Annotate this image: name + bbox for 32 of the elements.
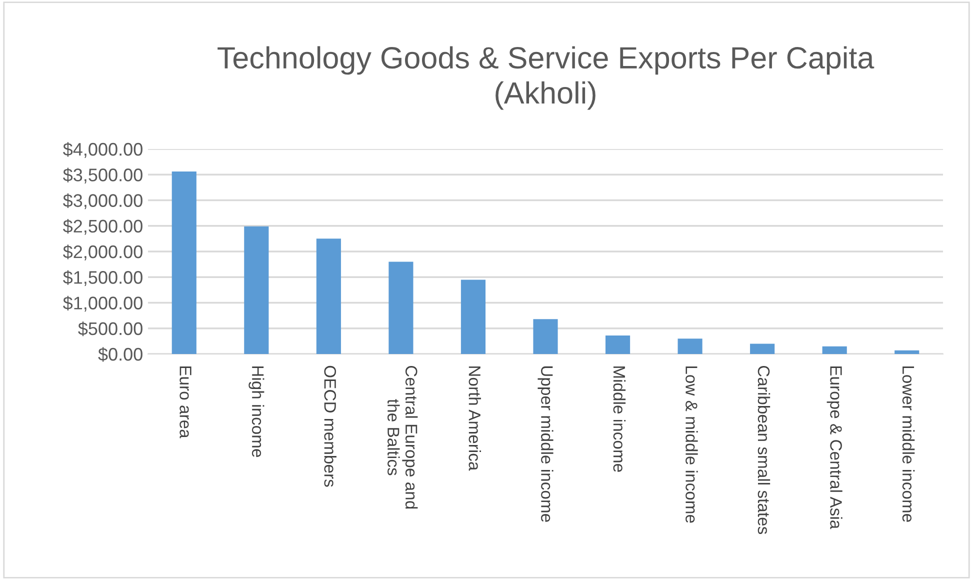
chart-title: Technology Goods & Service Exports Per Capita (Akholi) bbox=[218, 46, 874, 110]
bar bbox=[388, 262, 414, 354]
bar bbox=[894, 350, 920, 354]
y-tick-label: $4,000.00 bbox=[63, 142, 142, 158]
x-tick-label: Lower middle income bbox=[902, 366, 915, 522]
x-tick-label: Caribbean small states bbox=[758, 366, 770, 534]
x-tick-label: Europe & Central Asia bbox=[826, 366, 842, 530]
bar bbox=[172, 172, 196, 354]
x-tick-label: OECD members bbox=[324, 366, 336, 487]
y-tick-label: $1,500.00 bbox=[63, 270, 142, 286]
y-tick-label: $1,000.00 bbox=[63, 296, 142, 312]
x-tick-label: Central Europe and the Baltics bbox=[388, 366, 418, 509]
bar bbox=[316, 238, 341, 354]
y-tick-label: $3,000.00 bbox=[63, 193, 142, 210]
bar bbox=[533, 319, 558, 354]
x-tick-label: Upper middle income bbox=[538, 366, 554, 522]
x-tick-label: Middle income bbox=[613, 366, 626, 472]
y-tick-label: $500.00 bbox=[78, 322, 142, 336]
bar bbox=[678, 338, 702, 354]
x-tick-label: Euro area bbox=[180, 366, 192, 438]
x-tick-label: High income bbox=[248, 366, 264, 458]
y-tick-label: $0.00 bbox=[98, 347, 142, 362]
bar bbox=[460, 280, 486, 354]
bar bbox=[605, 336, 630, 354]
y-tick-label: $2,500.00 bbox=[63, 219, 142, 235]
bar bbox=[244, 226, 269, 354]
x-tick-label: North America bbox=[468, 366, 481, 471]
x-tick-label: Low & middle income bbox=[686, 366, 698, 523]
y-tick-label: $3,500.00 bbox=[63, 168, 142, 184]
y-tick-label: $2,000.00 bbox=[63, 244, 142, 260]
bar bbox=[750, 344, 775, 354]
bar bbox=[822, 346, 847, 354]
